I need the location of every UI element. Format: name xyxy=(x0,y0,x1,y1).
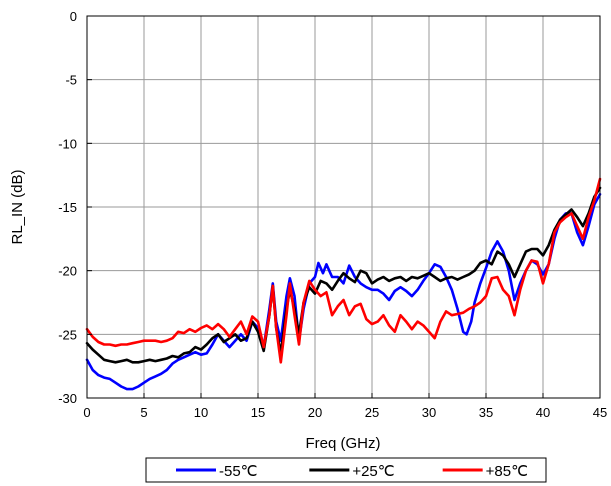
y-tick-label: -15 xyxy=(58,200,77,215)
y-tick-label: -30 xyxy=(58,391,77,406)
legend-label-1: -55℃ xyxy=(219,463,258,480)
axis-ticks: 0 5 10 15 20 25 30 35 40 45 0 -5 -10 -15 -20 -25 -30 xyxy=(58,9,607,420)
series-line-3 xyxy=(85,177,602,364)
series-line-2 xyxy=(85,186,602,364)
x-axis-title: Freq (GHz) xyxy=(306,435,381,452)
x-tick-label: 15 xyxy=(251,405,265,420)
x-tick-label: 45 xyxy=(593,405,607,420)
legend: -55℃ +25℃ +85℃ xyxy=(145,457,547,483)
grid-lines xyxy=(87,16,600,398)
x-tick-label: 30 xyxy=(422,405,436,420)
series-line-1 xyxy=(85,193,602,391)
x-tick-label: 25 xyxy=(365,405,379,420)
y-tick-label: -25 xyxy=(58,327,77,342)
x-tick-label: 35 xyxy=(479,405,493,420)
x-tick-label: 5 xyxy=(140,405,147,420)
x-tick-label: 10 xyxy=(194,405,208,420)
y-axis-title: RL_IN (dB) xyxy=(9,169,26,244)
y-tick-label: 0 xyxy=(70,9,77,24)
x-tick-label: 20 xyxy=(308,405,322,420)
y-tick-label: -10 xyxy=(58,136,77,151)
legend-label-3: +85℃ xyxy=(486,463,528,480)
y-tick-label: -5 xyxy=(65,73,77,88)
x-tick-label: 0 xyxy=(83,405,90,420)
x-tick-label: 40 xyxy=(536,405,550,420)
y-tick-label: -20 xyxy=(58,264,77,279)
legend-label-2: +25℃ xyxy=(352,463,394,480)
series-lines xyxy=(85,177,602,391)
